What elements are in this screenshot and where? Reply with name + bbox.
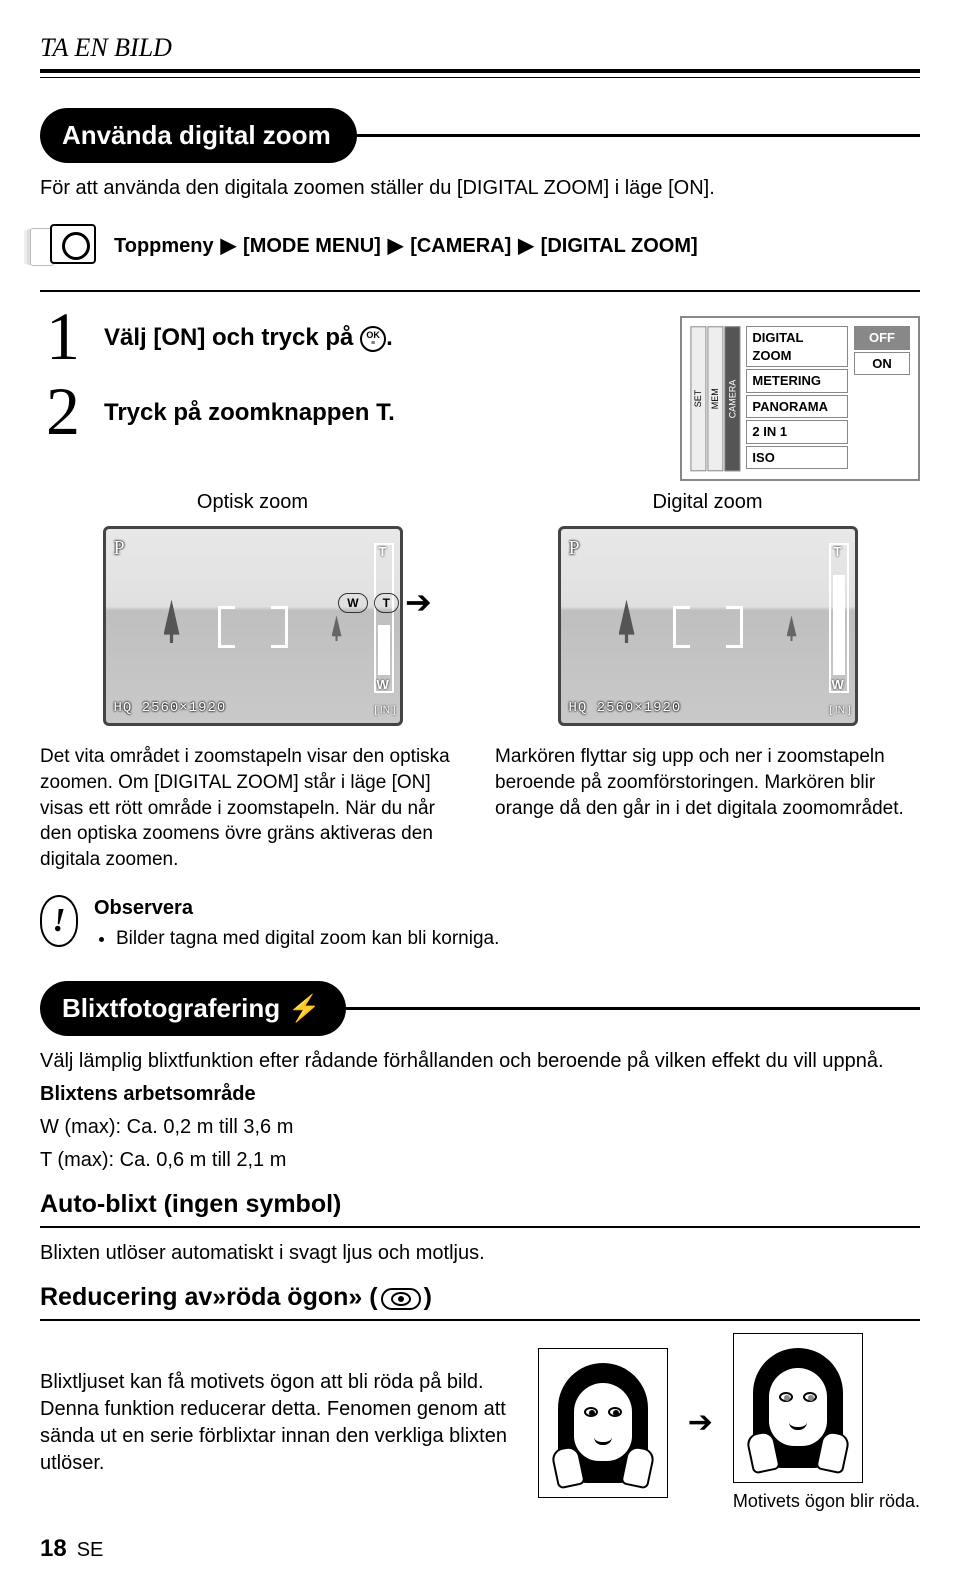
optical-description: Det vita området i zoomstapeln visar den… [40,744,465,872]
menu-item-iso: ISO [746,446,848,470]
mode-p-icon: P [114,535,125,562]
section-rule [346,1007,920,1010]
auto-flash-head: Auto-blixt (ingen symbol) [40,1188,920,1222]
flash-range-head: Blixtens arbetsområde [40,1081,920,1108]
zoom-bar-digital: T W [829,543,849,693]
page-footer: 18 SE [40,1533,920,1565]
note-title: Observera [94,895,920,922]
face-after [733,1333,863,1483]
page-number: 18 [40,1533,67,1565]
redeye-head: Reducering av»röda ögon» () [40,1281,920,1315]
optical-zoom-label: Optisk zoom [40,489,465,516]
flash-range-w: W (max): Ca. 0,2 m till 3,6 m [40,1114,920,1141]
page-header: TA EN BILD [40,30,920,65]
section-rule [357,134,920,137]
redeye-text: Blixtljuset kan få motivets ögon att bli… [40,1369,518,1477]
ok-button-icon: OK≡ [360,326,386,352]
option-on: ON [854,352,910,376]
resolution-label: HQ 2560×1920 [569,699,682,718]
section-title-flash: Blixtfotografering⚡ [40,981,346,1036]
resolution-label: HQ 2560×1920 [114,699,227,718]
flash-range-t: T (max): Ca. 0,6 m till 2,1 m [40,1147,920,1174]
digital-description: Markören flyttar sig upp och ner i zooms… [495,744,920,872]
w-pill: W [338,593,367,613]
t-pill: T [374,593,399,613]
auto-flash-text: Blixten utlöser automatiskt i svagt ljus… [40,1240,920,1267]
flash-icon: ⚡ [288,993,320,1023]
flash-intro: Välj lämplig blixtfunktion efter rådande… [40,1048,920,1075]
step-number-1: 1 [40,306,86,367]
menu-item-metering: METERING [746,369,848,393]
page-lang: SE [77,1537,104,1564]
note-icon: ! [40,895,78,947]
redeye-icon [381,1288,421,1310]
arrow-right-icon: ➔ [405,581,432,624]
menu-path-a: Toppmeny [114,235,214,257]
step-1-text: Välj [ON] och tryck på OK≡. [104,306,660,354]
menu-path-b: [MODE MENU] [243,235,381,257]
storage-in-icon: [ IN ] [829,704,850,718]
tab-set: SET [690,326,706,471]
menu-path-d: [DIGITAL ZOOM] [541,235,698,257]
zoom-intro: För att använda den digitala zoomen stäl… [40,175,920,202]
lcd-digital: P T W HQ 2560×1920 [ IN ] [558,526,858,726]
menu-path: Toppmeny▶[MODE MENU]▶[CAMERA]▶[DIGITAL Z… [114,233,698,260]
menu-item-panorama: PANORAMA [746,395,848,419]
zoom-transition-arrow: W T ➔ [340,581,430,624]
storage-in-icon: [ IN ] [374,704,395,718]
section-title-zoom: Använda digital zoom [40,108,357,163]
note-item: Bilder tagna med digital zoom kan bli ko… [116,926,920,952]
menu-options: OFF ON [854,326,910,471]
divider [40,1319,920,1321]
digital-zoom-label: Digital zoom [495,489,920,516]
mode-p-icon: P [569,535,580,562]
menu-item-digital-zoom: DIGITAL ZOOM [746,326,848,367]
arrow-right-icon: ➔ [688,1403,713,1444]
step-number-2: 2 [40,381,86,442]
step1-text-a: Välj [ON] och tryck på [104,324,360,351]
tab-mem: MEM [707,326,723,471]
divider [40,290,920,292]
menu-side-tabs: SET MEM CAMERA [690,326,740,471]
lcd-optical: P T W HQ 2560×1920 [ IN ] [103,526,403,726]
face-before [538,1348,668,1498]
menu-path-c: [CAMERA] [410,235,511,257]
camera-icon [40,224,96,268]
divider [40,1226,920,1228]
option-off: OFF [854,326,910,350]
menu-items: DIGITAL ZOOM METERING PANORAMA 2 IN 1 IS… [746,326,848,471]
camera-menu-panel: SET MEM CAMERA DIGITAL ZOOM METERING PAN… [680,316,920,481]
redeye-caption: Motivets ögon blir röda. [733,1489,920,1513]
tab-camera: CAMERA [724,326,740,471]
menu-item-2in1: 2 IN 1 [746,420,848,444]
header-rule [40,69,920,78]
step-2-text: Tryck på zoomknappen T. [104,381,660,429]
